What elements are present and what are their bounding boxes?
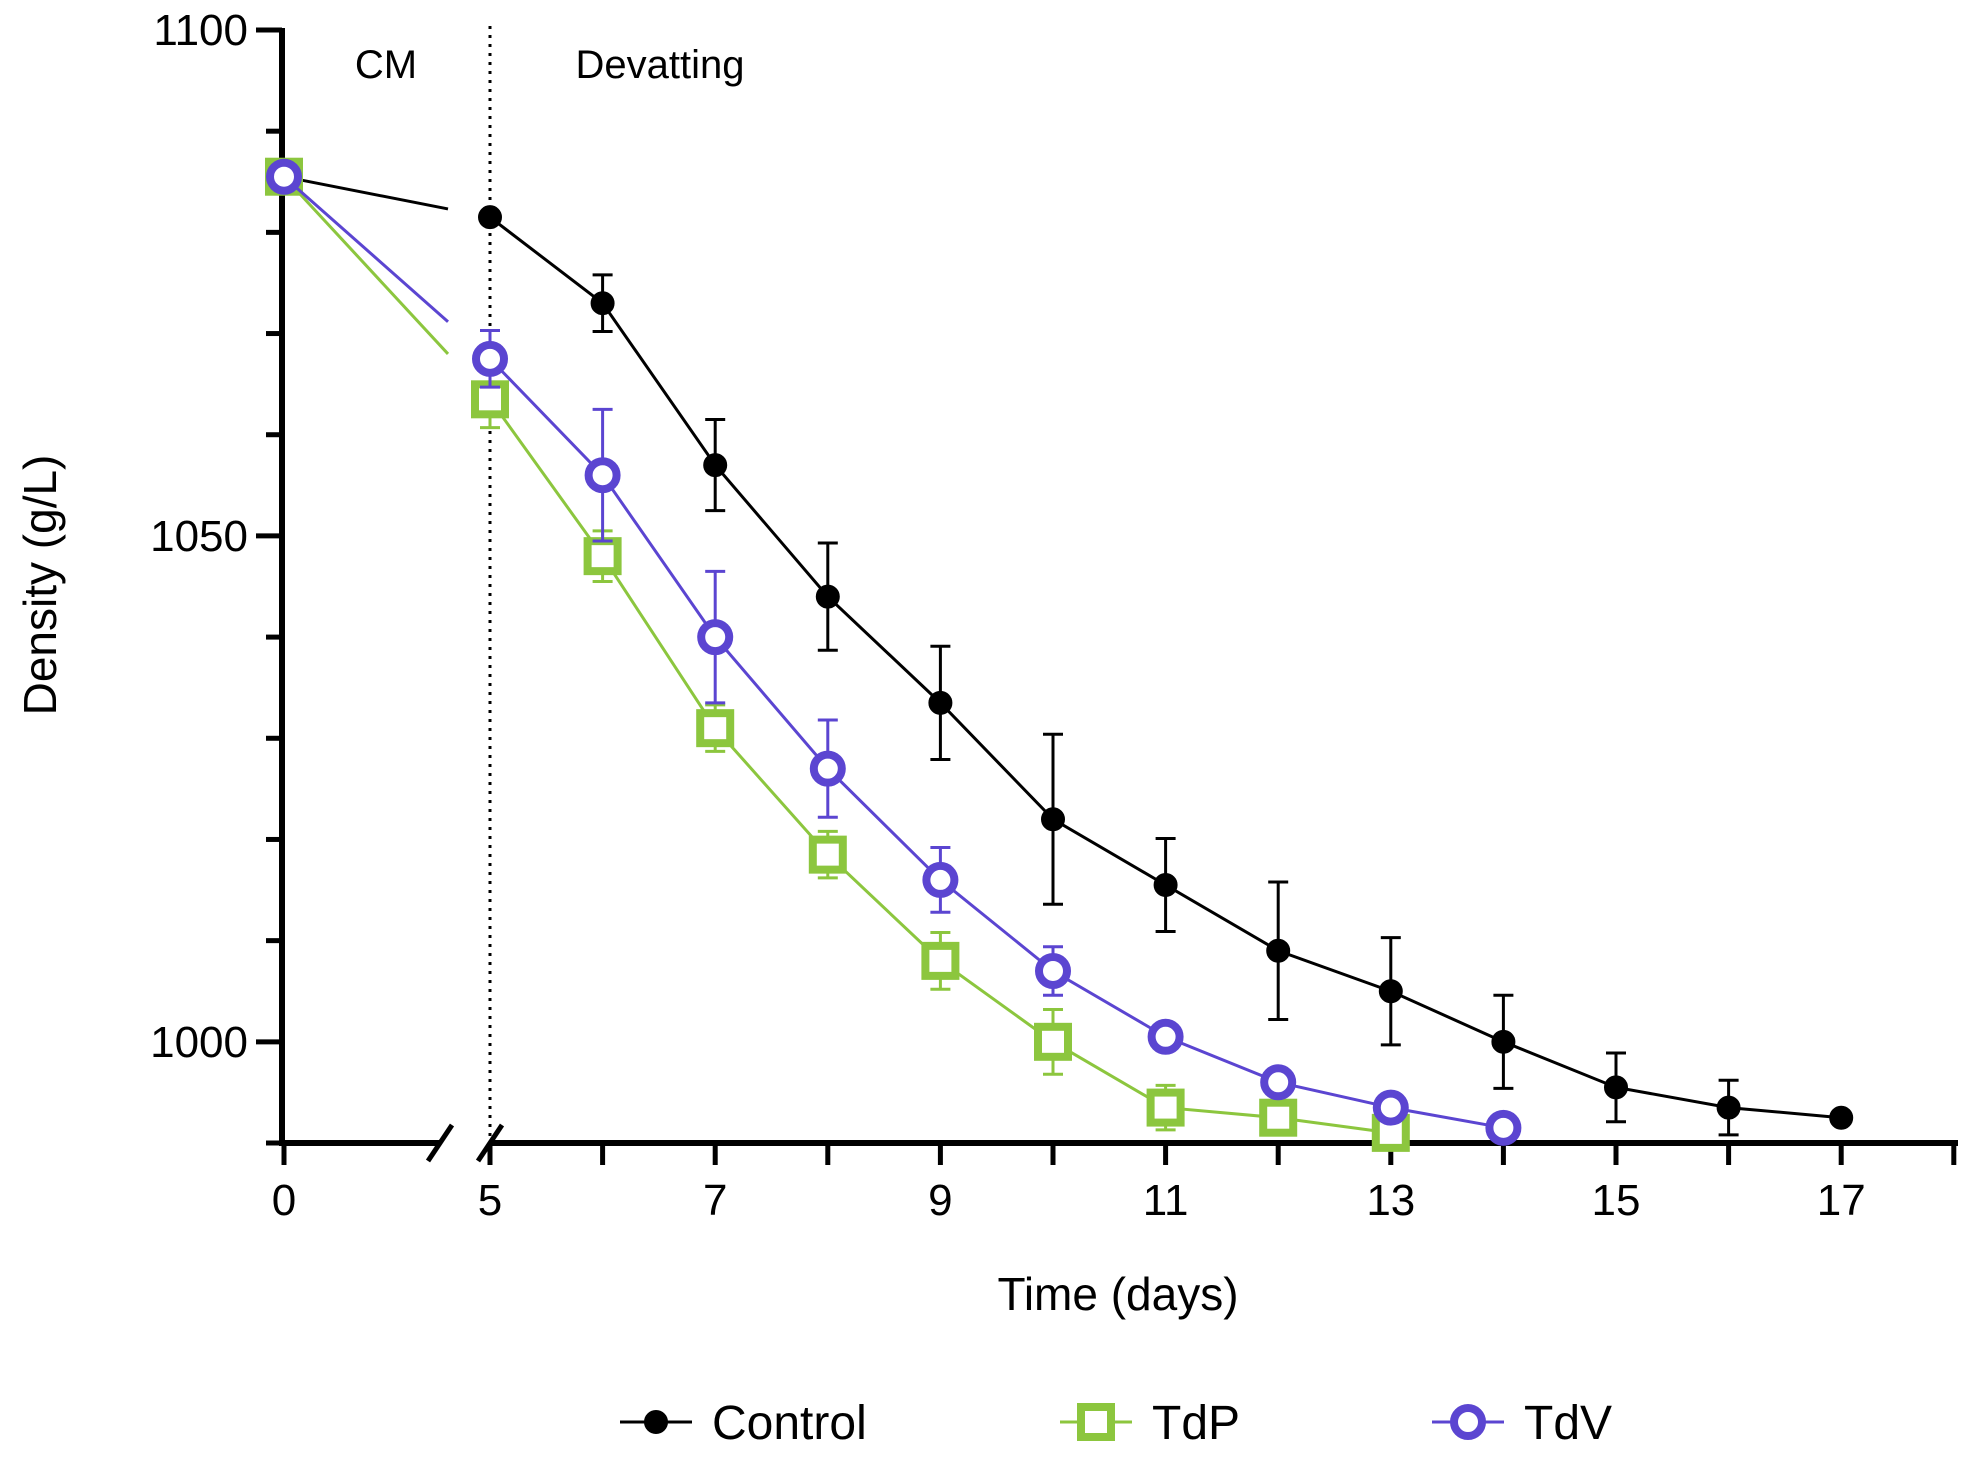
legend-item-tdp: TdP bbox=[1060, 1397, 1240, 1450]
data-point bbox=[922, 861, 959, 898]
x-tick-label: 15 bbox=[1592, 1176, 1641, 1225]
x-tick-label: 5 bbox=[478, 1176, 502, 1225]
data-point bbox=[921, 941, 960, 980]
series-line-segment bbox=[283, 175, 449, 323]
x-tick-label: 13 bbox=[1366, 1176, 1415, 1225]
data-point bbox=[1034, 1022, 1072, 1061]
x-tick-label: 9 bbox=[928, 1176, 952, 1225]
legend-item-tdv: TdV bbox=[1432, 1397, 1612, 1450]
x-tick-label: 17 bbox=[1817, 1176, 1866, 1225]
data-point bbox=[583, 537, 622, 576]
y-tick-label: 1000 bbox=[150, 1018, 248, 1067]
data-point bbox=[266, 158, 302, 195]
data-point bbox=[1260, 1064, 1297, 1101]
data-point bbox=[928, 690, 953, 715]
data-point bbox=[1604, 1075, 1628, 1100]
annotations: CM Devatting bbox=[355, 26, 745, 1143]
data-point bbox=[1147, 1018, 1184, 1055]
x-axis-title: Time (days) bbox=[997, 1268, 1238, 1320]
data-point bbox=[808, 835, 847, 874]
series-line bbox=[489, 215, 1842, 1120]
legend-label: TdP bbox=[1152, 1397, 1240, 1450]
data-point bbox=[478, 205, 502, 230]
series-line-segment bbox=[283, 175, 449, 211]
y-tick-label: 1100 bbox=[153, 6, 248, 55]
data-point bbox=[1266, 938, 1291, 963]
data-point bbox=[703, 453, 728, 478]
x-tick-label: 7 bbox=[703, 1176, 727, 1225]
annotation-devatting: Devatting bbox=[576, 43, 745, 87]
legend-label: TdV bbox=[1524, 1397, 1612, 1450]
data-point bbox=[1372, 1089, 1409, 1126]
legend-marker bbox=[644, 1410, 668, 1434]
series-tdv bbox=[266, 158, 1522, 1146]
data-point bbox=[1035, 952, 1071, 989]
y-axis-title: Density (g/L) bbox=[14, 455, 66, 716]
legend: Control TdP TdV bbox=[620, 1397, 1612, 1450]
data-point bbox=[696, 709, 735, 748]
x-tick-label: 0 bbox=[272, 1176, 296, 1225]
series-control bbox=[272, 164, 1854, 1137]
legend-item-control: Control bbox=[620, 1397, 867, 1450]
legend-label: Control bbox=[712, 1397, 867, 1450]
data-point bbox=[1259, 1098, 1298, 1137]
legend-marker bbox=[1450, 1404, 1486, 1440]
data-point bbox=[1491, 1029, 1516, 1054]
data-point bbox=[1378, 979, 1403, 1004]
axis-break-mark bbox=[425, 1123, 455, 1163]
y-tick-label: 1050 bbox=[150, 512, 248, 561]
annotation-cm: CM bbox=[355, 43, 417, 87]
data-point bbox=[1485, 1109, 1522, 1146]
x-tick-label: 11 bbox=[1143, 1176, 1189, 1225]
data-point bbox=[1146, 1088, 1185, 1127]
data-point bbox=[590, 291, 615, 316]
data-point bbox=[1153, 872, 1178, 897]
data-point bbox=[809, 750, 846, 787]
series-line bbox=[488, 357, 1504, 1130]
series-tdp bbox=[265, 157, 1410, 1152]
data-point bbox=[471, 380, 509, 419]
data-point bbox=[472, 340, 508, 377]
legend-marker bbox=[1077, 1403, 1115, 1441]
axes: 1000 1050 1100 0 5 7 9 11 13 15 17 bbox=[150, 6, 1958, 1225]
data-point bbox=[584, 457, 621, 494]
data-point bbox=[697, 619, 734, 656]
data-point bbox=[815, 584, 840, 609]
series-line-segment bbox=[282, 175, 450, 355]
data-point bbox=[1041, 807, 1065, 832]
data-point bbox=[1716, 1095, 1741, 1120]
data-point bbox=[1829, 1105, 1854, 1130]
series-layer bbox=[265, 157, 1854, 1152]
